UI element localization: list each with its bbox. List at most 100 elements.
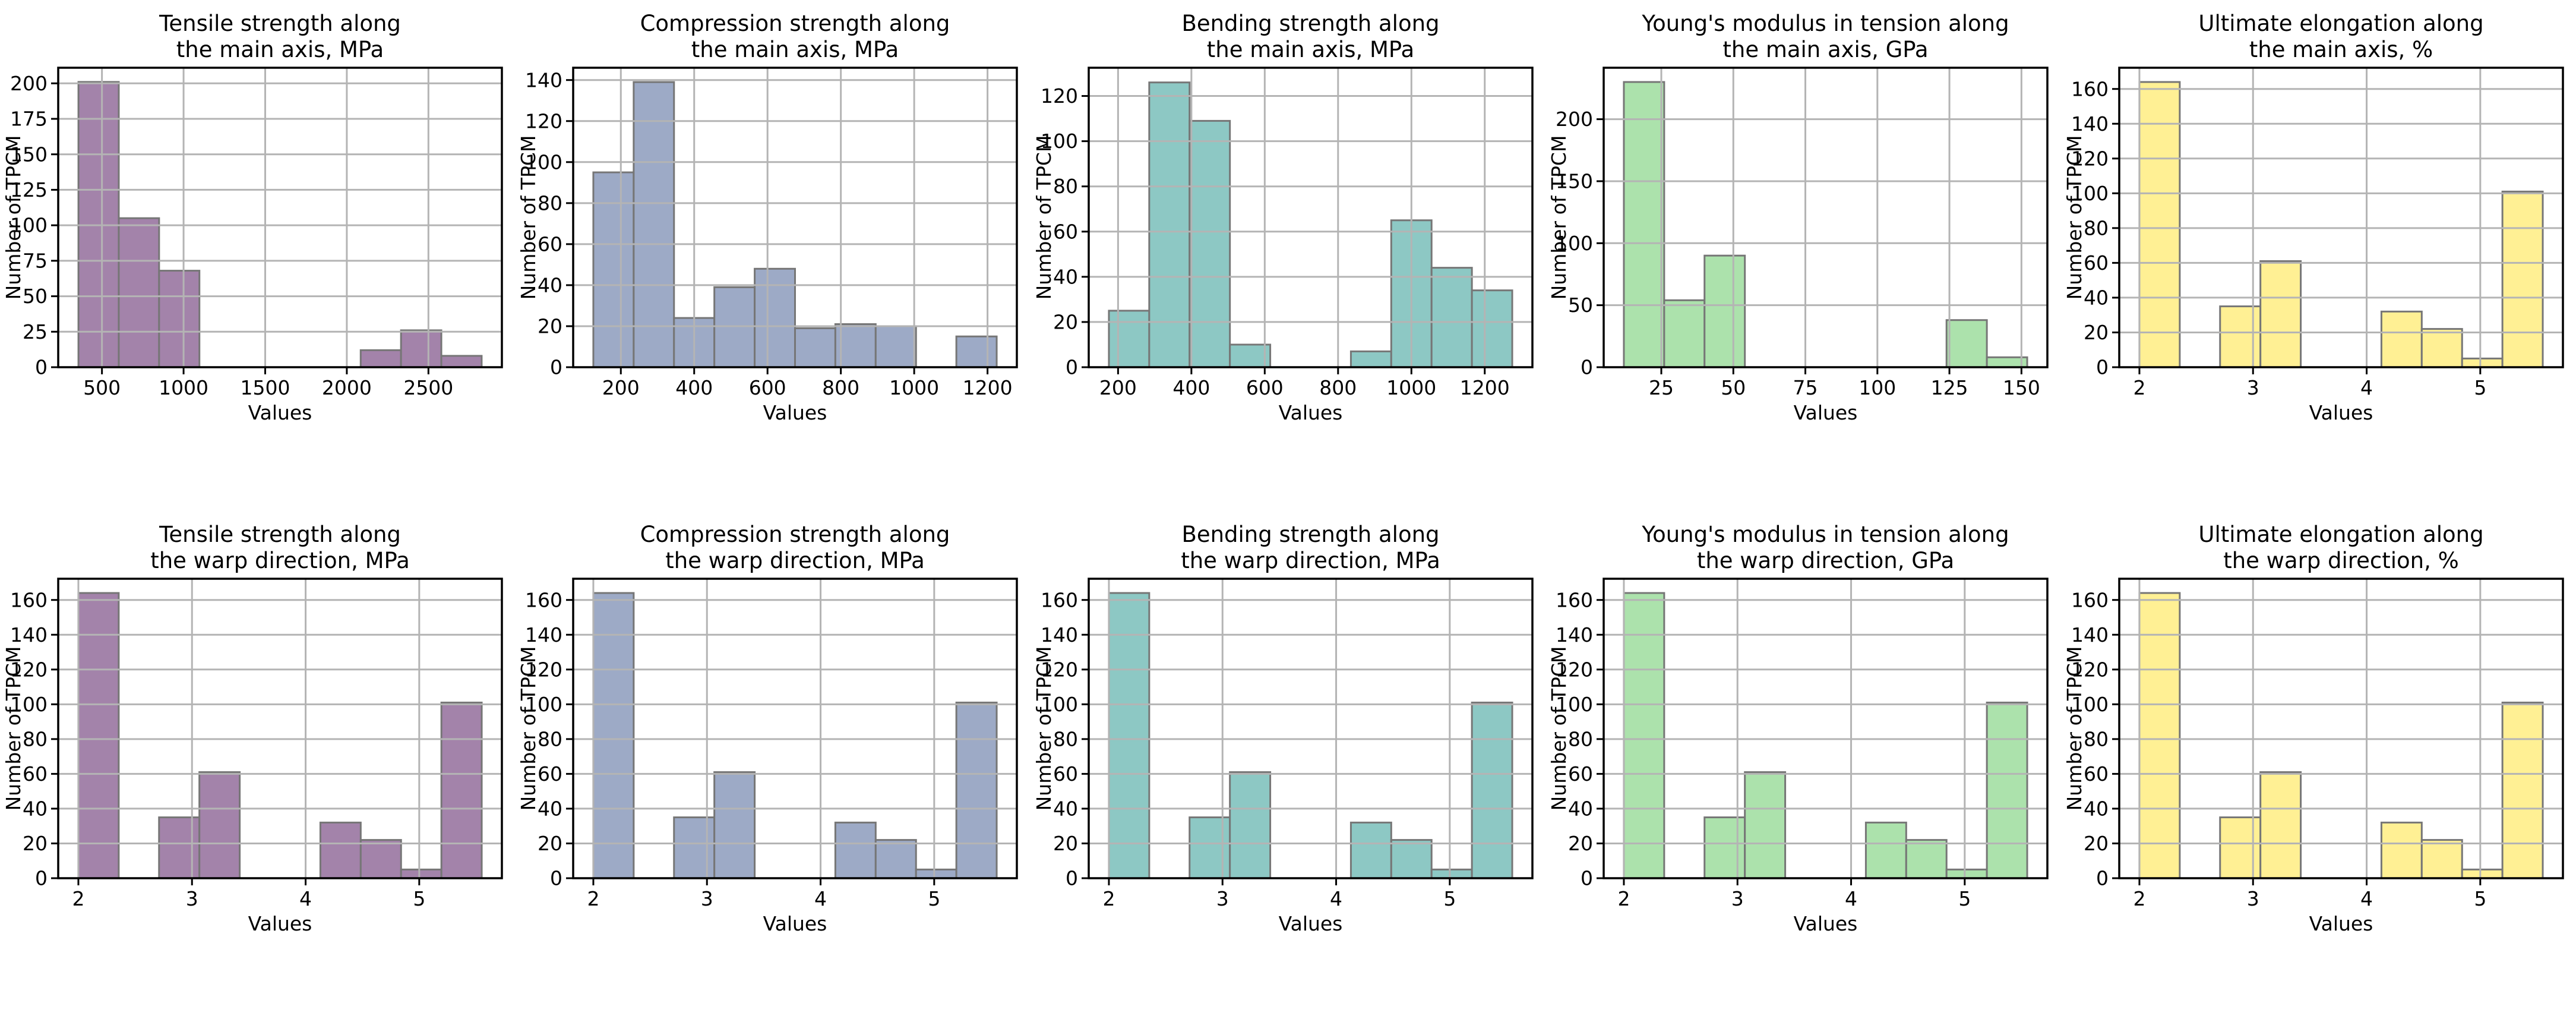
x-tick-label: 400 — [1172, 376, 1210, 399]
histogram-bar — [440, 355, 483, 368]
y-tick-label: 80 — [1568, 727, 1593, 750]
x-axis-label: Values — [2309, 912, 2373, 935]
chart-title-line: the main axis, MPa — [176, 37, 384, 62]
y-tick-label: 120 — [2071, 147, 2109, 170]
y-tick-label: 140 — [525, 623, 562, 646]
y-tick-label: 0 — [1581, 867, 1593, 890]
y-tick-label: 40 — [538, 797, 562, 820]
histogram-0: 500 1000 1500 2000 2500 0 25 50 75 100 125 150 175 20… — [2, 11, 503, 424]
chart-title-line: Tensile strength along — [159, 11, 401, 36]
y-tick-label: 50 — [1568, 294, 1593, 317]
histogram-bar — [1108, 310, 1150, 368]
y-tick-label: 60 — [538, 762, 562, 786]
chart-title-line: Tensile strength along — [159, 522, 401, 547]
y-tick-label: 100 — [10, 693, 48, 716]
plot-area — [1604, 579, 2048, 878]
chart-cell-1: 200 400 600 800 1000 1200 0 20 40 60 80 100 120 140 Co… — [515, 0, 1030, 511]
plot-border — [1088, 67, 1534, 368]
x-tick-label: 1500 — [241, 376, 290, 399]
histogram-3: 25 50 75 100 125 150 0 50 100 150 200 Young's modul… — [1547, 11, 2049, 424]
y-tick-label: 200 — [10, 72, 48, 95]
y-tick-label: 100 — [525, 150, 562, 174]
y-tick-label: 140 — [1041, 623, 1078, 646]
x-tick-label: 150 — [2003, 376, 2040, 399]
histogram-bar — [158, 816, 201, 879]
histogram-bar — [1349, 350, 1392, 368]
x-tick-label: 4 — [2360, 376, 2373, 399]
y-tick-label: 20 — [1568, 832, 1593, 855]
y-tick-label: 60 — [1053, 762, 1078, 786]
histogram-bar — [1148, 81, 1191, 368]
histogram-bar — [1430, 267, 1473, 368]
chart-title-line: the warp direction, MPa — [150, 548, 410, 573]
plot-border — [1088, 578, 1534, 879]
chart-title-line: the main axis, GPa — [1723, 37, 1929, 62]
y-tick-label: 160 — [10, 588, 48, 611]
x-tick-label: 5 — [1958, 887, 1971, 910]
y-tick-label: 200 — [1556, 108, 1593, 131]
y-axis-label: Number of TPCM — [1547, 135, 1570, 300]
y-tick-label: 80 — [2084, 727, 2109, 750]
histogram-6: 2 3 4 5 0 20 40 60 80 100 120 140 160 Compression str… — [517, 522, 1019, 935]
y-tick-label: 0 — [2096, 867, 2109, 890]
x-tick-label: 2 — [2133, 887, 2145, 910]
x-tick-label: 4 — [814, 887, 827, 910]
x-tick-label: 4 — [2360, 887, 2373, 910]
histogram-bar — [835, 821, 877, 879]
histogram-5: 2 3 4 5 0 20 40 60 80 100 120 140 160 Tensile strengt… — [2, 522, 503, 935]
histogram-bar — [1945, 319, 1988, 368]
x-tick-label: 5 — [2474, 376, 2486, 399]
y-tick-label: 0 — [35, 356, 48, 379]
histogram-bar — [1623, 81, 1665, 368]
histogram-bar — [2259, 771, 2302, 879]
histogram-9: 2 3 4 5 0 20 40 60 80 100 120 140 160 Ultimate elonga… — [2063, 522, 2564, 935]
y-tick-label: 120 — [525, 658, 562, 681]
chart-cell-7: 2 3 4 5 0 20 40 60 80 100 120 140 160 Bending strengt… — [1031, 511, 1545, 1022]
histogram-7: 2 3 4 5 0 20 40 60 80 100 120 140 160 Bending strengt… — [1032, 522, 1534, 935]
y-tick-label: 120 — [525, 109, 562, 133]
histogram-bar — [1744, 771, 1787, 879]
chart-cell-9: 2 3 4 5 0 20 40 60 80 100 120 140 160 Ultimate elonga… — [2061, 511, 2576, 1022]
y-tick-label: 80 — [2084, 216, 2109, 239]
histogram-4: 2 3 4 5 0 20 40 60 80 100 120 140 160 Ultimate elonga… — [2063, 11, 2564, 424]
histogram-bar — [1108, 592, 1150, 879]
x-tick-label: 200 — [602, 376, 640, 399]
y-tick-label: 80 — [23, 727, 48, 750]
x-tick-label: 2 — [1618, 887, 1630, 910]
histogram-1: 200 400 600 800 1000 1200 0 20 40 60 80 100 120 140 Co… — [517, 11, 1019, 424]
y-axis-label: Number of TPCM — [2063, 646, 2086, 811]
histogram-bar — [1623, 592, 1665, 879]
x-tick-label: 5 — [413, 887, 425, 910]
x-axis-label: Values — [1278, 401, 1342, 424]
histogram-bar — [2501, 190, 2544, 368]
y-tick-label: 80 — [1053, 727, 1078, 750]
y-axis-label: Number of TPCM — [2, 646, 25, 811]
y-tick-label: 160 — [2071, 77, 2109, 100]
x-tick-label: 600 — [1246, 376, 1284, 399]
x-tick-label: 500 — [83, 376, 121, 399]
chart-title-line: the warp direction, MPa — [1181, 548, 1440, 573]
y-tick-label: 120 — [10, 658, 48, 681]
y-tick-label: 0 — [1066, 867, 1078, 890]
histogram-bar — [198, 771, 241, 879]
chart-cell-3: 25 50 75 100 125 150 0 50 100 150 200 Young's modul… — [1545, 0, 2060, 511]
x-axis-label: Values — [1794, 912, 1858, 935]
histogram-bar — [1390, 839, 1433, 879]
y-tick-label: 160 — [525, 588, 562, 611]
chart-cell-6: 2 3 4 5 0 20 40 60 80 100 120 140 160 Compression str… — [515, 511, 1030, 1022]
histogram-bar — [1471, 289, 1513, 368]
histogram-bar — [319, 821, 362, 879]
plot-border — [1603, 578, 2049, 879]
x-tick-label: 4 — [1845, 887, 1857, 910]
histogram-bar — [440, 701, 483, 879]
chart-title-line: Young's modulus in tension along — [1642, 11, 2009, 36]
histogram-bar — [956, 335, 998, 368]
chart-cell-2: 200 400 600 800 1000 1200 0 20 40 60 80 100 120 Bendi… — [1031, 0, 1545, 511]
plot-area — [1088, 579, 1532, 878]
chart-title-line: Bending strength along — [1181, 522, 1439, 547]
y-tick-label: 0 — [1581, 356, 1593, 379]
x-tick-label: 1000 — [1386, 376, 1436, 399]
histogram-bar — [359, 839, 402, 879]
chart-cell-0: 500 1000 1500 2000 2500 0 25 50 75 100 125 150 175 20… — [0, 0, 515, 511]
y-tick-label: 40 — [1053, 797, 1078, 820]
